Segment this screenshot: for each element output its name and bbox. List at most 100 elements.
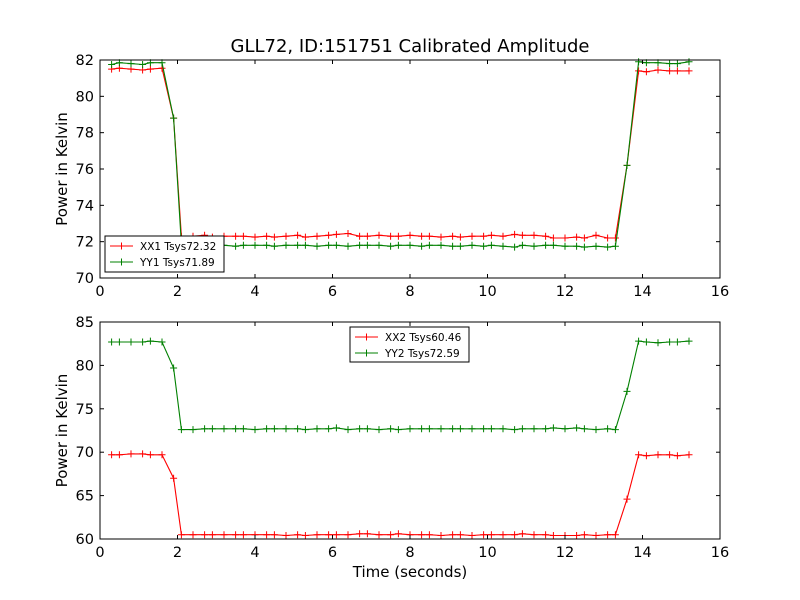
data-point [573,424,581,432]
data-point [294,531,302,539]
data-point [604,531,612,539]
data-point [425,241,433,249]
data-point [294,425,302,433]
data-point [418,242,426,250]
data-point [611,234,619,242]
data-point [189,426,197,434]
data-point [654,339,662,347]
data-point [263,232,271,240]
data-point [573,233,581,241]
data-point [232,531,240,539]
data-point [654,451,662,459]
x-tick-label: 8 [405,545,414,561]
data-point [394,232,402,240]
data-point [270,242,278,250]
data-point [592,242,600,250]
data-point [499,425,507,433]
data-point [549,234,557,242]
data-point [449,242,457,250]
data-point [239,425,247,433]
legend-marker-2 [363,349,370,357]
legend: XX1 Tsys72.32 YY1 Tsys71.89 [104,235,225,273]
bottom-plot-panel: 0 2 4 6 8 10 12 14 16 60 65 70 75 80 85 Power in Kelvin… [53,315,729,561]
data-point [344,531,352,539]
data-point [468,532,476,539]
data-point [580,531,588,539]
data-point [239,241,247,249]
data-point [449,425,457,433]
data-point [642,338,650,346]
data-point [542,425,550,433]
data-point [108,338,116,346]
data-point [270,531,278,539]
data-point [518,231,526,239]
data-point [251,241,259,249]
data-point [487,231,495,239]
data-point [251,426,259,434]
y-tick-label: 80 [76,89,94,105]
data-point [282,532,290,539]
data-point [666,67,674,75]
y-tick-label: 75 [76,402,94,418]
data-point [511,243,519,251]
data-point [344,230,352,237]
data-point [418,232,426,240]
data-point [673,452,681,460]
data-point [611,426,619,434]
legend: XX2 Tsys60.46 YY2 Tsys72.59 [349,326,470,363]
top-plot-panel: 0 2 4 6 8 10 12 14 16 70 72 74 76 78 80 82 Power in Kelv… [53,53,729,300]
x-tick-label: 0 [95,545,104,561]
data-point [549,424,557,432]
data-point [344,426,352,434]
data-point [127,338,135,346]
data-point [573,532,581,539]
y-tick-label: 72 [76,235,94,251]
data-point [387,242,395,250]
data-point [573,242,581,250]
data-point [685,58,693,66]
data-point [685,451,693,459]
data-point [170,474,178,482]
data-point [394,530,402,538]
data-point [387,232,395,240]
data-point [146,337,154,345]
legend-marker-1 [363,333,370,341]
data-point [363,530,371,538]
data-point [146,65,154,73]
data-point [499,242,507,250]
data-point [592,532,600,539]
data-point [263,425,271,433]
data-point [406,425,414,433]
data-point [170,364,178,372]
data-point [511,531,519,539]
data-point [115,451,123,459]
data-point [561,242,569,250]
data-point [437,425,445,433]
data-point [487,241,495,249]
data-point [456,242,464,250]
data-point [499,531,507,539]
x-tick-label: 4 [250,545,259,561]
legend-label-1: XX1 Tsys72.32 [140,241,216,253]
data-point [375,426,383,434]
data-point [673,67,681,75]
data-point [456,233,464,241]
y-tick-label: 80 [76,358,94,374]
data-point [282,241,290,249]
data-point [375,231,383,239]
data-point [139,61,147,68]
legend-box [104,235,225,273]
data-point [468,232,476,240]
data-point [325,231,333,239]
legend-label-2: YY1 Tsys71.89 [139,257,215,269]
data-point [220,531,228,539]
x-tick-label: 12 [556,545,574,561]
data-point [282,425,290,433]
data-point [356,232,364,240]
data-point [623,495,631,503]
data-point [139,450,147,458]
data-point [425,531,433,539]
data-point [530,242,538,250]
data-point [530,231,538,239]
data-point [542,241,550,249]
